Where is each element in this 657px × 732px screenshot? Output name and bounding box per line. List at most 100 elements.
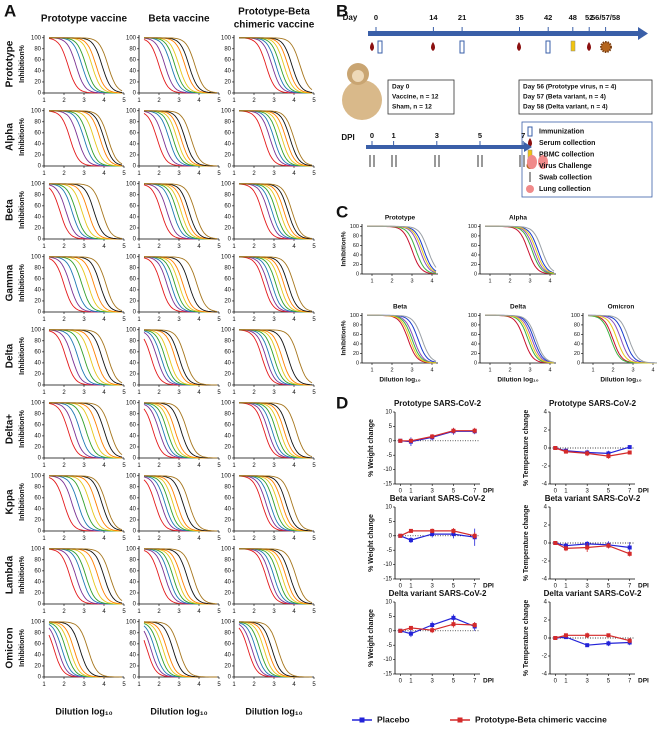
- y-axis-label: % Weight change: [368, 609, 375, 667]
- x-tick-label: 4: [102, 171, 106, 177]
- y-tick-label: 40: [129, 433, 136, 439]
- x-tick-label: 4: [197, 609, 201, 615]
- y-tick-label: 20: [224, 80, 231, 86]
- x-tick-label: 3: [272, 682, 276, 688]
- group-box-text: Vaccine, n = 12: [392, 94, 439, 101]
- y-tick-label: 80: [34, 484, 41, 490]
- y-tick-label: 60: [34, 276, 41, 282]
- y-tick-label: 100: [126, 400, 137, 406]
- panel-label: A: [4, 1, 16, 20]
- y-tick-label: 0: [228, 310, 232, 316]
- y-tick-label: 20: [129, 153, 136, 159]
- x-tick-label: 3: [631, 367, 634, 373]
- fit-curve: [587, 314, 657, 364]
- y-tick-label: 80: [34, 46, 41, 52]
- y-tick-label: 40: [129, 506, 136, 512]
- fit-curve: [239, 402, 313, 458]
- day-tick-label: 42: [544, 13, 552, 22]
- x-tick-label: 2: [252, 390, 256, 396]
- marker: [398, 438, 403, 443]
- fit-curve: [144, 402, 217, 459]
- row-label: Beta: [5, 199, 16, 221]
- subplot-title: Delta: [510, 304, 526, 311]
- y-tick-label: 100: [221, 35, 232, 41]
- x-tick-label: 1: [137, 317, 141, 323]
- x-tick-label: 4: [292, 98, 296, 104]
- group-box-text: Sham, n = 12: [392, 104, 432, 111]
- y-tick-label: 10: [385, 505, 392, 511]
- y-tick-label: 0: [544, 446, 548, 452]
- y-tick-label: 40: [224, 506, 231, 512]
- x-tick-label: 2: [508, 367, 511, 373]
- x-tick-label: 2: [62, 171, 66, 177]
- y-tick-label: 10: [385, 600, 392, 606]
- y-tick-label: 40: [129, 68, 136, 74]
- y-tick-label: 40: [129, 141, 136, 147]
- y-tick-label: 80: [224, 630, 231, 636]
- y-tick-label: 60: [34, 641, 41, 647]
- dpi-bar: [366, 145, 524, 149]
- group-box-text: Day 0: [392, 84, 410, 91]
- y-tick-label: 40: [224, 287, 231, 293]
- challenge-box-text: Day 56 (Prototype virus, n = 4): [523, 84, 616, 91]
- subplot-title: Beta variant SARS-CoV-2: [545, 494, 641, 503]
- x-axis-label: Dilution log₁₀: [55, 706, 112, 716]
- legend-label: Immunization: [539, 128, 584, 135]
- x-tick-label: 1: [232, 317, 236, 323]
- subplot-title: Beta: [393, 304, 407, 311]
- x-tick-label: 1: [232, 463, 236, 469]
- y-tick-label: 80: [129, 630, 136, 636]
- panel-label: D: [336, 393, 348, 412]
- x-tick-label: 4: [292, 317, 296, 323]
- y-tick-label: 20: [224, 591, 231, 597]
- y-tick-label: -5: [387, 548, 393, 554]
- y-tick-label: 20: [224, 445, 231, 451]
- marker: [627, 545, 632, 550]
- y-tick-label: 80: [34, 630, 41, 636]
- y-tick-label: 60: [129, 57, 136, 63]
- y-tick-label: 20: [129, 664, 136, 670]
- y-tick-label: 5: [389, 424, 393, 430]
- y-tick-label: 20: [224, 518, 231, 524]
- x-tick-label: 4: [102, 682, 106, 688]
- fit-curve: [144, 256, 218, 312]
- blood-drop-icon: [370, 42, 374, 51]
- y-tick-label: 20: [129, 226, 136, 232]
- y-tick-label: 80: [129, 265, 136, 271]
- x-tick-label: 5: [122, 682, 126, 688]
- marker: [430, 528, 435, 533]
- y-tick-label: 60: [224, 57, 231, 63]
- timeline: Day DPI: [341, 13, 653, 198]
- column-title: Prototype-Beta: [238, 7, 310, 18]
- y-tick-label: 0: [228, 237, 232, 243]
- fit-curve: [239, 110, 313, 166]
- y-tick-label: 0: [133, 456, 137, 462]
- y-tick-label: 80: [224, 338, 231, 344]
- y-tick-label: 60: [224, 276, 231, 282]
- x-tick-label: 7: [628, 584, 632, 590]
- y-tick-label: 100: [126, 35, 137, 41]
- y-tick-label: 0: [228, 456, 232, 462]
- y-axis-label: Inhibition%: [19, 117, 26, 155]
- x-tick-label: 4: [548, 278, 551, 284]
- y-tick-label: 80: [224, 119, 231, 125]
- y-tick-label: 20: [34, 591, 41, 597]
- x-tick-label: 4: [197, 317, 201, 323]
- x-tick-label: 5: [217, 390, 221, 396]
- timeline-label: Day: [343, 13, 358, 22]
- y-tick-label: 60: [34, 203, 41, 209]
- fit-curve: [239, 37, 313, 91]
- y-tick-label: 40: [224, 360, 231, 366]
- y-tick-label: 0: [577, 360, 580, 366]
- x-tick-label: 3: [272, 98, 276, 104]
- fit-curve: [239, 548, 313, 604]
- y-tick-label: 0: [133, 602, 137, 608]
- fit-curve: [49, 329, 123, 384]
- marker: [430, 628, 435, 633]
- x-tick-label: 1: [137, 390, 141, 396]
- x-tick-label: 1: [42, 463, 46, 469]
- x-axis-label: DPI: [638, 583, 649, 590]
- marker: [408, 625, 413, 630]
- y-tick-label: 0: [228, 91, 232, 97]
- y-tick-label: 20: [224, 372, 231, 378]
